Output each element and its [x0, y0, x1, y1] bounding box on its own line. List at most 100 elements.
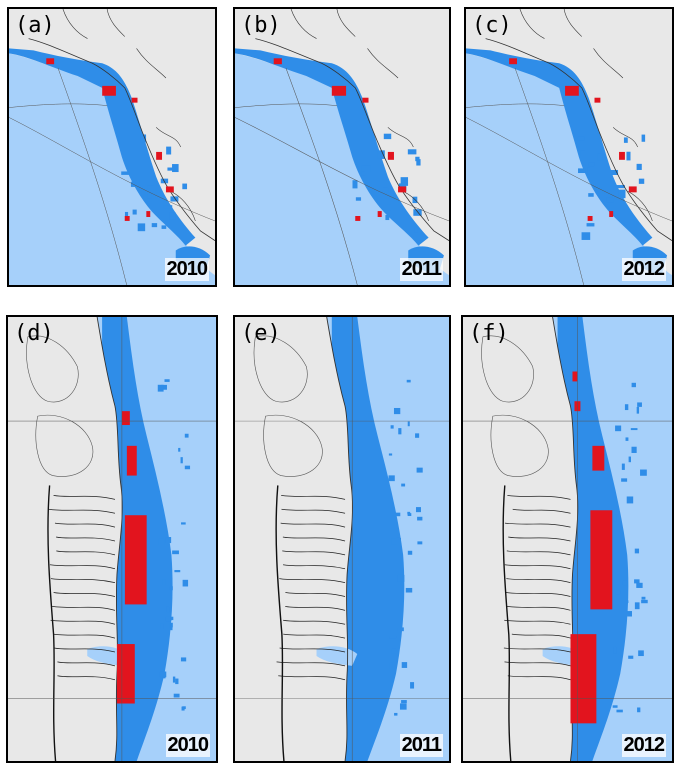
- sea-ice-fragment: [162, 676, 166, 679]
- highlight-patch: [619, 151, 625, 160]
- sea-ice-fragment: [413, 209, 422, 216]
- sea-ice-fragment: [166, 606, 170, 613]
- sea-ice-fragment: [391, 538, 397, 545]
- fjord-line: [280, 522, 346, 528]
- sea-ice-fragment: [636, 582, 643, 588]
- sea-ice-fragment: [641, 599, 648, 604]
- coastline: [26, 335, 94, 477]
- sea-ice-fragment: [401, 483, 406, 487]
- sea-ice-fragment: [165, 616, 172, 622]
- fjord-line: [283, 619, 346, 625]
- sea-ice-fragment: [407, 513, 412, 517]
- sea-ice-fragment: [606, 197, 614, 203]
- highlight-patch: [126, 445, 137, 476]
- coastline: [28, 38, 215, 241]
- sea-ice-fragment: [588, 162, 595, 167]
- sea-ice-fragment: [400, 177, 409, 186]
- fjord-line: [511, 633, 571, 639]
- map-canvas: [463, 317, 672, 761]
- year-label: 2012: [621, 258, 666, 281]
- sea-ice-fragment: [405, 587, 413, 593]
- sea-ice-fragment: [417, 516, 423, 521]
- sea-ice-fragment: [634, 548, 640, 554]
- fjord-line: [54, 522, 116, 528]
- sea-ice-fragment: [396, 537, 402, 542]
- fjord-line: [282, 536, 346, 542]
- fjord-line: [508, 536, 571, 542]
- sea-ice-fragment: [407, 421, 410, 427]
- sea-ice-fragment: [388, 475, 395, 482]
- highlight-patch: [121, 411, 130, 426]
- sea-ice-fragment: [407, 149, 417, 155]
- sea-ice-fragment: [382, 187, 389, 194]
- sea-ice-fragment: [182, 579, 189, 587]
- sea-ice-fragment: [631, 446, 637, 453]
- fjord-line: [285, 606, 346, 611]
- map-panel-f: (f) 2012: [461, 315, 674, 763]
- year-label: 2011: [399, 258, 443, 281]
- fjord-line: [507, 675, 571, 681]
- sea-ice-fragment: [184, 465, 191, 470]
- sea-ice-fragment: [387, 204, 392, 211]
- sea-ice-fragment: [610, 169, 619, 175]
- sea-ice-fragment: [180, 457, 183, 464]
- sea-ice-fragment: [588, 193, 594, 197]
- sea-ice-fragment: [157, 384, 164, 392]
- sea-ice-fragment: [626, 496, 634, 504]
- fjord-line: [504, 522, 571, 528]
- sea-ice-fragment: [151, 223, 158, 228]
- sea-ice-fragment: [393, 407, 401, 415]
- highlight-patch: [102, 85, 116, 96]
- sea-ice-fragment: [613, 646, 617, 654]
- graticule-line: [9, 68, 215, 285]
- sea-ice-fragment: [389, 662, 393, 670]
- sea-ice-fragment: [181, 706, 185, 711]
- panel-label: (b): [241, 13, 281, 38]
- sea-ice-fragment: [172, 164, 179, 173]
- panel-label: (e): [241, 321, 281, 346]
- sea-ice-fragment: [172, 550, 179, 555]
- fjord-line: [507, 495, 571, 500]
- year-label: 2011: [399, 734, 443, 757]
- sea-ice-fragment: [625, 437, 629, 441]
- fjord-line: [505, 592, 571, 597]
- coastline: [62, 9, 196, 222]
- fjord-line: [504, 619, 571, 625]
- sea-ice-fragment: [631, 382, 636, 388]
- sea-ice-fragment: [636, 406, 640, 414]
- sea-ice-fragment: [385, 214, 390, 221]
- sea-ice-fragment: [415, 507, 421, 513]
- map-canvas: [9, 9, 215, 285]
- fjord-line: [506, 578, 571, 583]
- fjord-line: [503, 647, 571, 653]
- map-panel-a: (a) 2010: [7, 7, 217, 287]
- sea-ice-fragment: [638, 178, 645, 184]
- sea-ice-fragment: [616, 709, 623, 713]
- sea-ice-fragment: [140, 134, 147, 143]
- sea-ice-fragment: [170, 616, 174, 621]
- sea-ice-fragment: [587, 167, 591, 175]
- sea-ice-area: [466, 48, 653, 246]
- highlight-patch: [570, 634, 597, 724]
- sea-ice-fragment: [621, 478, 628, 482]
- sea-ice-fragment: [637, 707, 641, 713]
- map-canvas: [8, 317, 216, 761]
- sea-ice-fragment: [158, 538, 165, 546]
- year-label: 2010: [164, 258, 209, 281]
- sea-ice-fragment: [124, 211, 129, 217]
- sea-ice-fragment: [169, 586, 173, 591]
- sea-ice-fragment: [640, 469, 647, 476]
- sea-ice-fragment: [175, 678, 179, 685]
- fjord-line: [50, 578, 116, 583]
- sea-ice-fragment: [618, 189, 626, 199]
- panel-label: (a): [15, 13, 55, 38]
- highlight-patch: [628, 186, 637, 193]
- sea-ice-fragment: [412, 196, 418, 204]
- sea-ice-fragment: [597, 153, 603, 161]
- year-label: 2010: [165, 734, 210, 757]
- fjord-line: [53, 647, 116, 653]
- highlight-patch: [116, 644, 135, 704]
- sea-ice-fragment: [147, 190, 152, 199]
- panel-label: (d): [14, 321, 54, 346]
- fjord-line: [53, 592, 116, 597]
